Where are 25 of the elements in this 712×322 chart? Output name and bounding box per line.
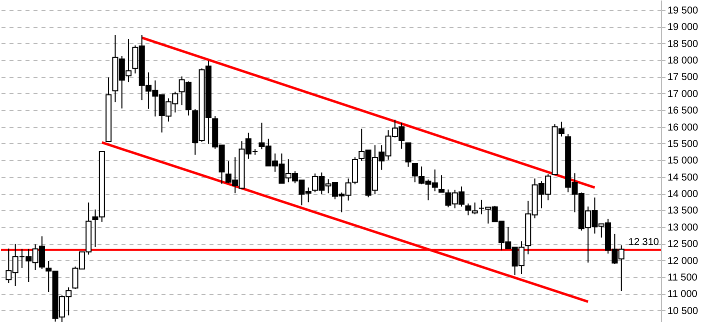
y-tick-label: 19 500 <box>668 6 699 17</box>
y-tick-label: 11 000 <box>668 289 698 300</box>
y-tick-label: 17 000 <box>668 88 699 100</box>
candlestick <box>352 156 358 185</box>
y-tick-label: 12 500 <box>668 239 699 250</box>
y-tick-label: 18 000 <box>668 56 699 67</box>
candlestick <box>405 142 412 168</box>
candlestick <box>438 174 445 193</box>
y-tick-label: 16 500 <box>668 106 699 117</box>
y-tick-label: 18 500 <box>668 38 699 50</box>
y-tick-label: 19 000 <box>668 22 699 34</box>
y-tick-label: 11 500 <box>668 272 698 284</box>
ref-line-label: 12 310 <box>628 236 660 248</box>
y-tick-label: 16 000 <box>668 122 699 134</box>
y-tick-label: 17 500 <box>668 72 699 84</box>
candlestick <box>465 203 472 216</box>
y-tick-label: 14 000 <box>668 189 699 200</box>
y-tick-label: 13 000 <box>668 222 699 234</box>
candlestick <box>472 202 478 215</box>
y-tick-label: 15 500 <box>668 138 699 150</box>
y-tick-label: 10 500 <box>668 306 699 317</box>
y-tick-label: 12 000 <box>668 256 699 267</box>
y-tick-label: 13 500 <box>668 206 699 217</box>
y-tick-label: 14 500 <box>668 172 699 184</box>
y-tick-label: 15 000 <box>668 156 699 167</box>
